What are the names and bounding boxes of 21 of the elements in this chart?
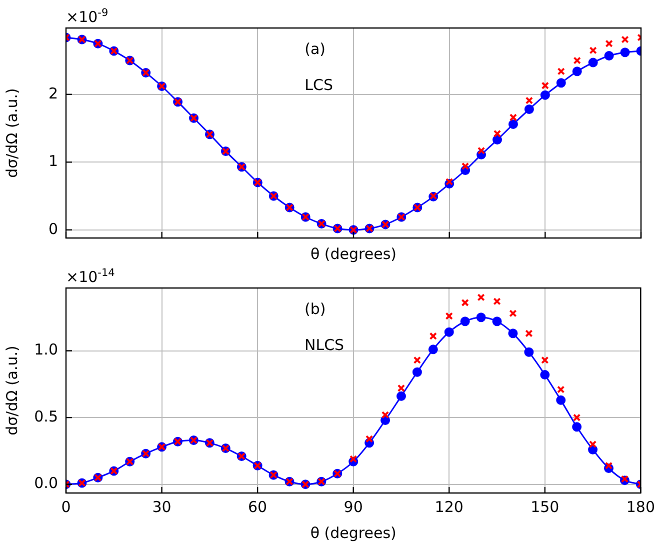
- x-tick-label: 60: [248, 498, 268, 516]
- y-tick-label: 1.0: [34, 340, 58, 359]
- y-axis-title: dσ/dΩ (a.u.): [2, 88, 21, 178]
- x-tick-label: 180: [626, 498, 656, 516]
- x-tick-label: 90: [344, 498, 363, 516]
- y-axis-title: dσ/dΩ (a.u.): [2, 346, 21, 436]
- x-axis-title: θ (degrees): [310, 524, 396, 542]
- x-tick-label: 0: [61, 498, 71, 516]
- y-tick-label: 0: [48, 220, 58, 238]
- x-tick-label: 120: [434, 498, 464, 516]
- y-tick-label: 1: [48, 152, 58, 170]
- x-axis-title: θ (degrees): [310, 244, 397, 263]
- x-tick-label: 150: [530, 498, 560, 516]
- annotation: (b): [304, 300, 326, 318]
- annotation: (a): [304, 40, 326, 58]
- y-tick-label: 2: [48, 84, 58, 102]
- annotation: LCS: [304, 76, 333, 94]
- x-tick-label: 30: [152, 498, 172, 516]
- annotation: NLCS: [304, 336, 344, 354]
- y-tick-label: 0.0: [34, 474, 58, 492]
- y-tick-label: 0.5: [34, 407, 58, 426]
